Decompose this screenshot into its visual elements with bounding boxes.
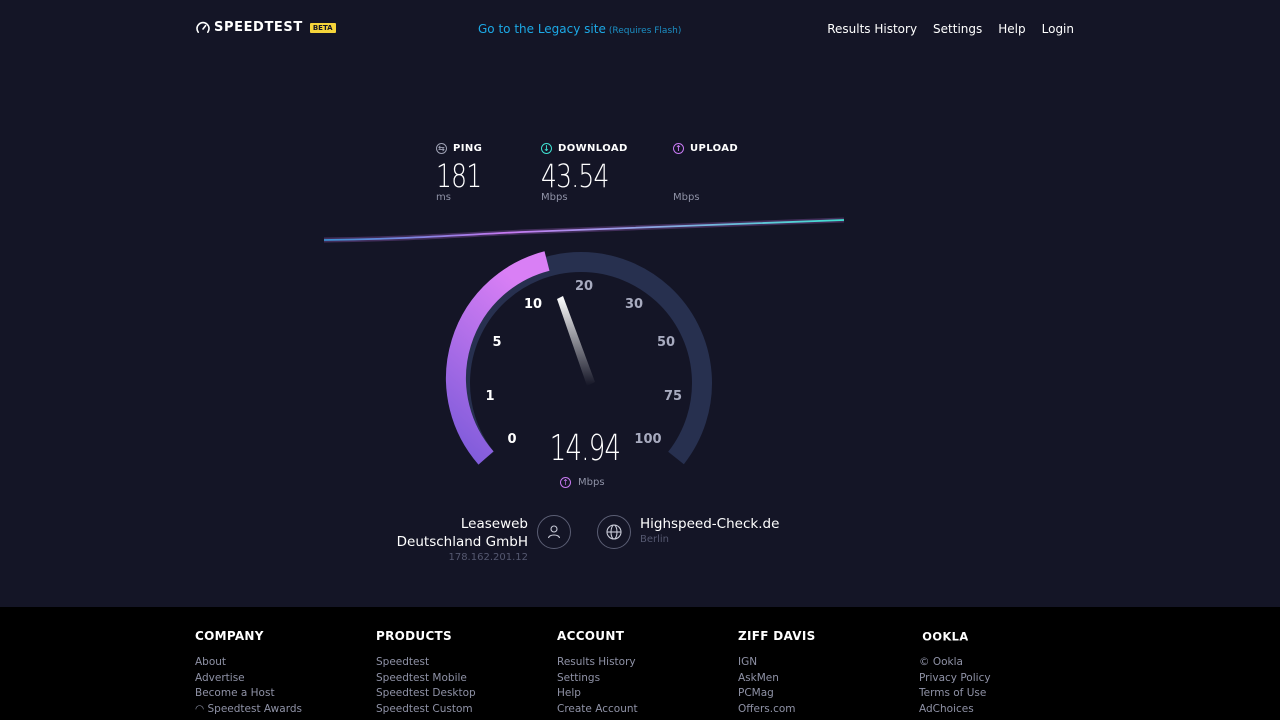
isp-name-line1: Leaseweb — [460, 516, 528, 532]
footer-heading: ZIFF DAVIS — [738, 629, 816, 643]
ookla-logo[interactable]: OOKLA — [919, 629, 991, 643]
footer-link-terms[interactable]: Terms of Use — [919, 687, 987, 699]
ping-label: PING — [453, 143, 483, 154]
footer-link-ign[interactable]: IGN — [738, 656, 758, 668]
ping-unit: ms — [436, 192, 451, 203]
tick-75: 75 — [664, 389, 682, 404]
footer-link-create-account[interactable]: Create Account — [557, 702, 638, 715]
upload-arrow-icon: ↑ — [560, 477, 571, 488]
brand-name: SPEEDTEST — [214, 20, 303, 35]
upload-unit: Mbps — [673, 192, 700, 203]
footer-link-speedtest-desktop[interactable]: Speedtest Desktop — [376, 687, 476, 699]
legacy-link-note: (Requires Flash) — [608, 26, 682, 36]
footer-account: ACCOUNT Results History Settings Help Cr… — [557, 629, 638, 717]
footer-link-askmen[interactable]: AskMen — [738, 671, 779, 684]
top-nav: Results History Settings Help Login — [827, 22, 1074, 36]
upload-arrow-icon: ↑ — [673, 143, 684, 154]
isp-name-line2: Deutschland GmbH — [396, 534, 528, 550]
tick-0: 0 — [507, 432, 516, 447]
footer-link-offers[interactable]: Offers.com — [738, 702, 796, 715]
footer-heading: PRODUCTS — [376, 629, 452, 643]
footer-link-privacy[interactable]: Privacy Policy — [919, 671, 991, 684]
upload-value — [673, 157, 724, 193]
speedtest-logo[interactable]: SPEEDTEST BETA — [196, 20, 336, 35]
download-arrow-icon: ↓ — [541, 143, 552, 154]
footer-link-adchoices[interactable]: AdChoices — [919, 702, 974, 715]
tick-100: 100 — [634, 432, 661, 447]
current-speed-text: 14.94 — [549, 428, 621, 469]
speed-unit-label: Mbps — [578, 477, 605, 488]
user-icon — [537, 515, 571, 549]
upload-label: UPLOAD — [690, 143, 739, 154]
footer-company: COMPANY About Advertise Become a Host ◠ … — [195, 629, 302, 717]
footer-link-speedtest-mobile[interactable]: Speedtest Mobile — [376, 671, 467, 684]
footer-link-become-host[interactable]: Become a Host — [195, 687, 275, 699]
footer-heading: ACCOUNT — [557, 629, 625, 643]
footer-link-speedtest[interactable]: Speedtest — [376, 656, 430, 668]
svg-text:OOKLA: OOKLA — [922, 629, 968, 643]
download-label: DOWNLOAD — [558, 143, 628, 154]
footer-link-awards[interactable]: ◠ Speedtest Awards — [195, 702, 302, 718]
gauge-active-arc — [446, 251, 550, 465]
server-name: Highspeed-Check.de — [640, 516, 780, 532]
nav-login[interactable]: Login — [1041, 22, 1074, 36]
speedometer-icon: ◠ — [195, 702, 208, 715]
tick-30: 30 — [625, 297, 643, 312]
upload-stat: ↑ UPLOAD Mbps — [673, 143, 738, 203]
legacy-link-label: Go to the Legacy site — [478, 22, 606, 36]
current-speed-unit: ↑ Mbps — [560, 477, 605, 488]
footer-link-advertise[interactable]: Advertise — [195, 671, 245, 684]
footer-ookla: OOKLA © Ookla Privacy Policy Terms of Us… — [919, 629, 991, 717]
nav-results-history[interactable]: Results History — [827, 22, 918, 36]
footer-link-awards-label: Speedtest Awards — [207, 702, 302, 715]
footer-link-about[interactable]: About — [195, 656, 227, 668]
header: SPEEDTEST BETA Go to the Legacy site (Req… — [0, 0, 1280, 58]
graph-line — [323, 219, 845, 241]
tick-20: 20 — [575, 279, 593, 294]
footer: COMPANY About Advertise Become a Host ◠ … — [0, 607, 1280, 720]
beta-badge: BETA — [309, 22, 336, 33]
isp-info: Leaseweb Deutschland GmbH 178.162.201.12 — [397, 515, 528, 563]
tick-5: 5 — [492, 335, 501, 350]
ping-icon: ⇆ — [436, 143, 447, 154]
legacy-site-link[interactable]: Go to the Legacy site (Requires Flash) — [478, 22, 681, 36]
gauge-needle — [557, 296, 595, 386]
footer-link-pcmag[interactable]: PCMag — [738, 687, 774, 699]
footer-heading: COMPANY — [195, 629, 264, 643]
throughput-graph — [323, 217, 845, 243]
current-speed: 14.94 — [500, 428, 670, 469]
globe-icon[interactable] — [597, 515, 631, 549]
nav-help[interactable]: Help — [998, 22, 1026, 36]
tick-1: 1 — [485, 389, 494, 404]
isp-ip: 178.162.201.12 — [448, 552, 528, 563]
footer-products: PRODUCTS Speedtest Speedtest Mobile Spee… — [376, 629, 476, 717]
ping-value: 181 — [436, 157, 482, 195]
speed-gauge: 0 1 5 10 20 30 50 75 100 — [446, 251, 712, 465]
download-stat: ↓ DOWNLOAD 43.54 Mbps — [541, 143, 628, 203]
tick-10: 10 — [524, 297, 542, 312]
footer-link-help[interactable]: Help — [557, 687, 581, 699]
ping-stat: ⇆ PING 181 ms — [436, 143, 494, 203]
tick-50: 50 — [657, 335, 675, 350]
footer-link-settings[interactable]: Settings — [557, 671, 601, 684]
nav-settings[interactable]: Settings — [933, 22, 983, 36]
footer-link-copyright[interactable]: © Ookla — [919, 656, 963, 668]
ookla-logo-mark: OOKLA — [922, 629, 968, 643]
download-value: 43.54 — [541, 157, 609, 195]
server-city: Berlin — [640, 534, 670, 545]
footer-link-speedtest-custom[interactable]: Speedtest Custom — [376, 702, 473, 715]
footer-link-results-history[interactable]: Results History — [557, 656, 636, 668]
footer-ziff-davis: ZIFF DAVIS IGN AskMen PCMag Offers.com — [738, 629, 816, 717]
speedometer-icon — [196, 21, 210, 33]
server-info[interactable]: Highspeed-Check.de Berlin — [640, 515, 779, 545]
download-unit: Mbps — [541, 192, 568, 203]
